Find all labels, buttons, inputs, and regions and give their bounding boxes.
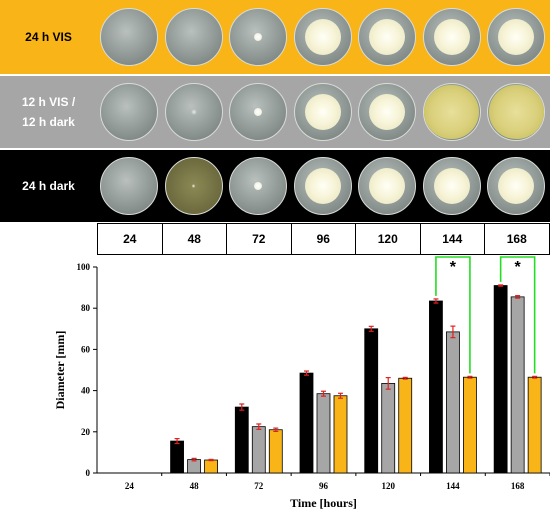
x-tick-label: 48 [190, 481, 200, 491]
time-label-cell: 96 [290, 223, 356, 255]
fungal-colony [254, 107, 263, 117]
bar [268, 429, 283, 474]
bar [527, 376, 542, 474]
y-tick-label: 0 [86, 468, 91, 478]
fungal-colony [369, 168, 406, 204]
time-label-cell: 168 [484, 223, 550, 255]
time-label-cell: 72 [226, 223, 292, 255]
fungal-colony [424, 84, 479, 140]
x-tick-label: 144 [446, 481, 460, 491]
fungal-colony [254, 32, 263, 42]
bar [510, 296, 525, 474]
time-label-cell: 120 [355, 223, 421, 255]
fungal-colony [498, 168, 535, 204]
fungal-colony [190, 109, 197, 115]
petri-dish [100, 83, 159, 141]
fungal-colony [304, 19, 341, 55]
petri-dish [164, 8, 223, 66]
bar [446, 331, 460, 474]
y-tick-label: 100 [77, 262, 91, 272]
fungal-colony [488, 84, 544, 140]
bar [251, 426, 266, 474]
row-label: 24 h dark [0, 150, 97, 222]
bar-chart: 0 20 40 60 80 100 24 48 72 96 120 144 168 * * Time [hou… [53, 256, 550, 509]
bar [234, 406, 249, 474]
x-tick-label: 96 [319, 481, 329, 491]
x-tick-label: 168 [511, 481, 525, 491]
time-label-cell: 144 [419, 223, 485, 255]
row-label: 24 h VIS [0, 0, 97, 74]
time-label-cell: 24 [97, 223, 163, 255]
row-label: 12 h VIS / 12 h dark [0, 76, 97, 148]
fungal-colony [192, 184, 196, 188]
bar [187, 459, 201, 474]
significance-bracket [499, 256, 536, 374]
bar [463, 376, 477, 474]
plate-grid: 24 h VIS 12 h VIS / 12 h dark 24 h dark 24 4… [0, 0, 550, 255]
bar [381, 382, 396, 474]
y-tick-label: 40 [81, 386, 91, 396]
y-tick-label: 80 [81, 303, 91, 313]
time-label-cell: 48 [161, 223, 227, 255]
fungal-colony [369, 94, 406, 130]
significance-bracket [435, 256, 471, 374]
petri-dish [100, 157, 159, 215]
bar [364, 328, 379, 474]
fungal-colony [304, 168, 341, 204]
significance-star: * [450, 259, 457, 276]
bar [299, 372, 314, 474]
y-axis-title: Diameter [mm] [53, 331, 67, 410]
y-tick-label: 60 [81, 344, 91, 354]
fungal-colony [498, 19, 535, 55]
bar [398, 377, 413, 474]
petri-dish [487, 8, 546, 66]
bar [429, 300, 443, 474]
x-tick-label: 24 [125, 481, 135, 491]
significance-star: * [515, 259, 522, 276]
x-tick-label: 120 [381, 481, 395, 491]
y-tick-label: 20 [81, 427, 91, 437]
x-axis-title: Time [hours] [290, 496, 357, 509]
fungal-colony [433, 19, 470, 55]
petri-dish [100, 8, 159, 66]
petri-dish [293, 83, 352, 141]
fungal-colony [433, 168, 470, 204]
bar [170, 440, 184, 474]
bar [493, 285, 508, 474]
bar [316, 393, 331, 474]
fungal-colony [254, 181, 263, 191]
fungal-colony [369, 19, 406, 55]
x-tick-label: 72 [254, 481, 264, 491]
bar [204, 459, 218, 474]
bar [333, 395, 348, 474]
fungal-colony [304, 94, 341, 130]
